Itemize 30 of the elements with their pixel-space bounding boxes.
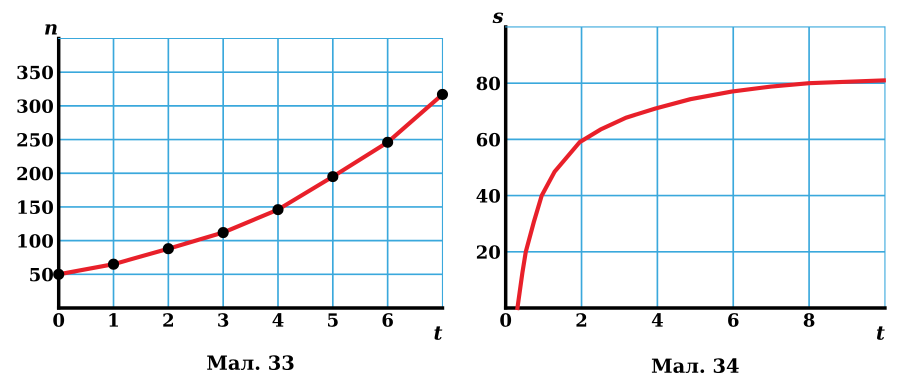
y-tick-label: 20 [476,245,500,259]
x-tick-label: 6 [728,313,739,327]
x-tick-label: 0 [500,313,512,327]
y-axis-title: n [45,24,57,34]
y-tick-label: 350 [17,66,53,80]
x-tick-label: 5 [328,313,338,327]
y-tick-label: 300 [17,99,53,113]
text: Мал. 33 [207,355,294,370]
y-tick-label: 150 [18,200,53,214]
x-tick-label: 4 [272,313,284,327]
x-axis-title: t [434,326,442,340]
y-tick-label: 200 [17,166,53,180]
y-tick-label: 60 [476,132,500,146]
y-tick-label: 250 [17,133,53,147]
y-tick-label: 50 [30,268,53,282]
y-axis-title: s [492,12,504,24]
x-tick-label: 2 [163,313,174,327]
y-tick-label: 80 [476,76,500,90]
y-tick-label: 40 [476,189,500,203]
x-tick-label: 8 [804,313,814,327]
x-tick-label: 4 [652,313,663,327]
line-series [515,78,886,310]
x-tick-label: 3 [218,313,228,327]
text: Мал. 34 [652,358,739,374]
x-tick-label: 2 [576,313,586,327]
x-tick-label: 6 [382,313,393,327]
x-tick-label: 1 [109,313,118,327]
x-tick-label: 0 [53,313,64,327]
y-tick-label: 100 [18,234,53,248]
x-axis-title: t [876,326,885,340]
